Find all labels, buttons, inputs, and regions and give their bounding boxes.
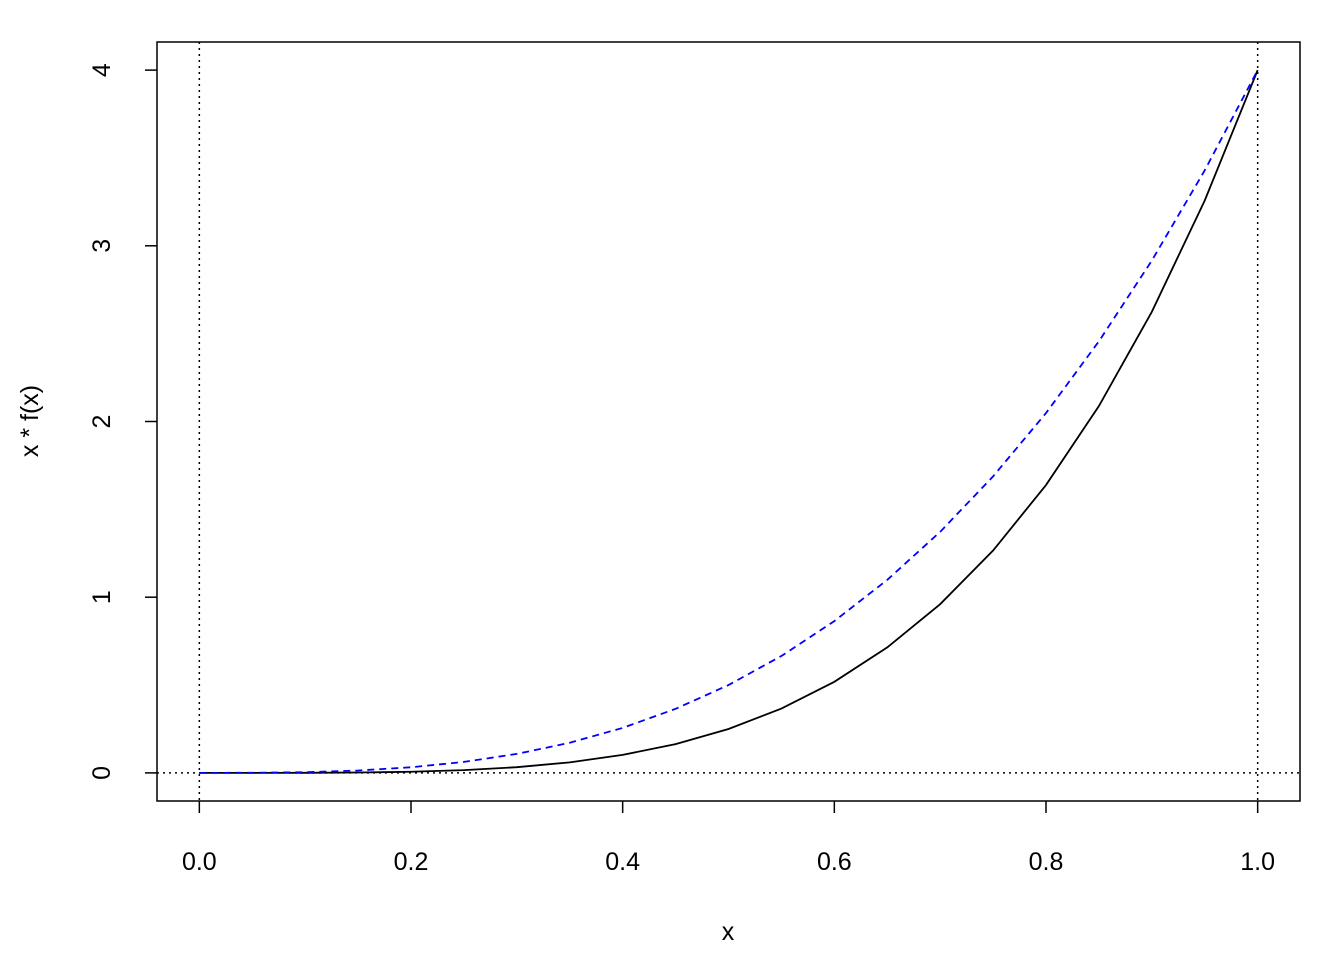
y-tick-label: 4 [88, 63, 116, 77]
x-tick-label: 0.8 [1029, 848, 1064, 876]
plot-box [156, 41, 1301, 802]
series-line [199, 69, 1259, 774]
x-tick-label: 0.0 [182, 848, 217, 876]
x-tick-label: 0.6 [817, 848, 852, 876]
y-tick-label: 0 [88, 766, 116, 780]
y-tick-label: 1 [88, 590, 116, 604]
x-tick-label: 0.4 [605, 848, 640, 876]
y-axis-title: x * f(x) [16, 385, 44, 457]
x-axis-title: x [722, 918, 735, 946]
x-tick-label: 1.0 [1240, 848, 1275, 876]
series-line [199, 69, 1259, 774]
x-tick-label: 0.2 [394, 848, 429, 876]
y-tick-label: 2 [88, 415, 116, 429]
y-tick-label: 3 [88, 239, 116, 253]
